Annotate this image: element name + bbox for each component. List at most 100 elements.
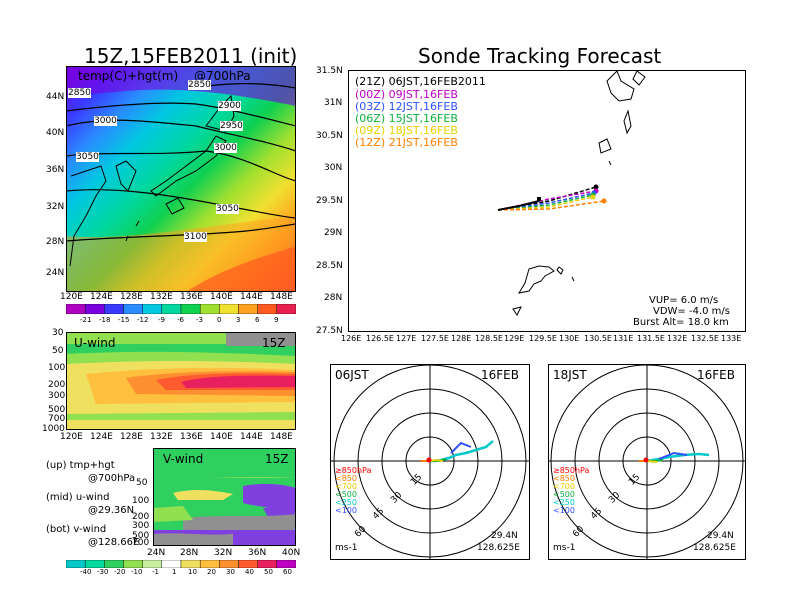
pressure-tick: 200 [48,380,66,390]
lon-tick: 130.5E [584,334,612,343]
colorbar-label: 1 [172,568,177,576]
colorbar-swatch [123,560,143,568]
lon-tick: 126.5E [366,334,394,343]
right-title: Sonde Tracking Forecast [418,44,662,68]
temperature-colorbar [66,304,296,314]
run-label: (21Z) 06JST,16FEB2011 [355,75,486,88]
map-label: temp(C)+hgt(m) [78,69,179,83]
lon-tick: 144E [240,292,263,302]
contour-label: 3050 [76,152,99,162]
temperature-height-map: temp(C)+hgt(m) @700hPa 2850 2850 2900 29… [66,66,296,292]
lon-tick: 132.5E [691,334,719,343]
colorbar-label: -30 [97,568,109,576]
colorbar-swatch [66,560,86,568]
hodo-level-legend: ≥850hPa <850 <700 <500 <250 <100 [553,467,589,515]
level-label: <850 [553,474,575,483]
colorbar-label: -21 [80,316,92,324]
lon-tick: 128E [120,292,143,302]
legend-mid-sub: @29.36N [88,505,135,516]
colorbar-swatch [104,304,124,314]
left-title: 15Z,15FEB2011 (init) [84,44,298,68]
level-label: <250 [335,498,357,507]
hodograph-18jst: 18JST 16FEB 15 30 45 60 ≥850hPa <850 <70… [548,364,746,560]
colorbar-swatch [219,304,239,314]
lon-tick: 127E [396,334,417,343]
hodo-level-legend: ≥850hPa <850 <700 <500 <250 <100 [335,467,371,515]
lon-tick: 136E [180,432,203,442]
contour-label: 3000 [94,116,117,126]
pressure-tick: 50 [52,346,64,356]
v-wind-section: V-wind 15Z [153,448,296,546]
temperature-field [66,66,296,292]
lat-tick: 31.5N [316,66,343,76]
contour-label: 3050 [216,204,239,214]
wind-colorbar [66,560,296,568]
v-wind-field [153,448,296,546]
colorbar-swatch [84,560,105,568]
lon-tick: 130E [559,334,580,343]
hodograph-18jst-canvas [549,365,745,559]
pressure-tick: 700 [132,538,150,548]
colorbar-label: 50 [264,568,273,576]
v-wind-label: V-wind [163,452,204,466]
level-label: <100 [553,506,575,515]
lat-tick: 32N [214,548,233,558]
lon-tick: 136E [180,292,203,302]
u-wind-time: 15Z [262,336,286,350]
lon-tick: 148E [270,292,293,302]
u-wind-label: U-wind [74,336,116,350]
lat-tick: 44N [46,92,65,102]
lat-tick: 36N [248,548,267,558]
lon-tick: 131E [613,334,634,343]
lon-tick: 129E [504,334,525,343]
level-label: ≥850hPa [553,466,590,475]
lon-tick: 133E [721,334,742,343]
vdw-label: VDW= -4.0 m/s [653,306,730,317]
hodo-lon: 128.625E [693,543,736,553]
contour-label: 2950 [220,121,243,131]
lon-tick: 140E [210,292,233,302]
hodo-date: 16FEB [481,368,519,382]
lon-tick: 131.5E [637,334,665,343]
lon-tick: 132E [150,432,173,442]
pressure-tick: 50 [136,478,148,488]
colorbar-label: 6 [255,316,260,324]
pressure-tick: 100 [48,363,66,373]
colorbar-label: -3 [196,316,203,324]
colorbar-label: 10 [188,568,197,576]
lat-tick: 24N [147,548,166,558]
colorbar-swatch [142,560,163,568]
run-label: (00Z) 09JST,16FEB [355,88,458,101]
lat-tick: 29N [324,228,343,238]
colorbar-swatch [123,304,143,314]
hodo-time: 18JST [553,368,587,382]
colorbar-swatch [257,304,278,314]
colorbar-swatch [238,304,258,314]
temperature-map-frame [66,66,296,292]
burst-label: Burst Alt= 18.0 km [633,317,729,328]
contour-label: 2850 [68,88,91,98]
lon-tick: 132E [667,334,688,343]
lon-tick: 127.5E [421,334,449,343]
colorbar-label: 30 [226,568,235,576]
lat-tick: 28.5N [316,261,343,271]
lon-tick: 128E [120,432,143,442]
pressure-tick: 500 [48,405,66,415]
colorbar-swatch [238,560,258,568]
lat-tick: 28N [180,548,199,558]
pressure-tick: 100 [132,496,150,506]
u-wind-section: U-wind 15Z [66,332,296,430]
colorbar-swatch [104,560,124,568]
hodo-lat: 29.4N [707,531,734,541]
run-label: (03Z) 12JST,16FEB [355,100,458,113]
colorbar-label: 3 [236,316,241,324]
vup-label: VUP= 6.0 m/s [649,295,719,306]
u-wind-field [66,332,296,430]
hodo-unit: ms-1 [553,543,576,553]
v-wind-frame [153,448,296,546]
lon-tick: 140E [210,432,233,442]
colorbar-swatch [161,304,182,314]
legend-mid: (mid) u-wind [46,492,110,503]
legend-bot-sub: @128.66E [88,537,140,548]
lat-tick: 31N [324,98,343,108]
